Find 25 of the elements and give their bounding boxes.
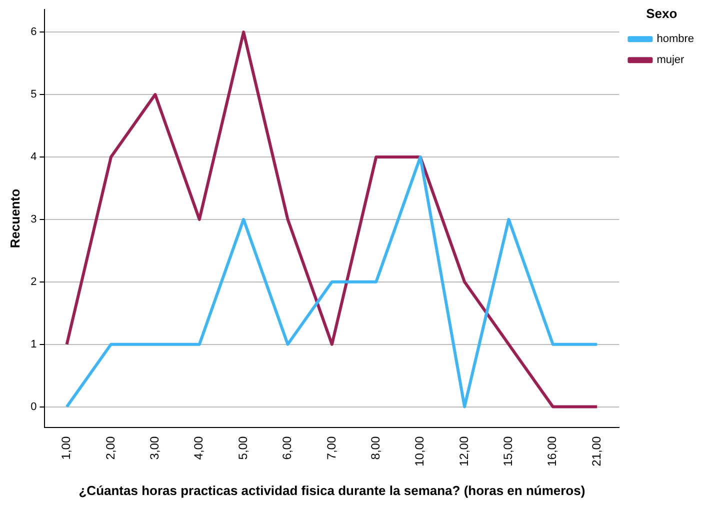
y-tick-label: 0: [30, 400, 37, 413]
legend-label: hombre: [656, 33, 694, 46]
y-tick-label: 4: [30, 151, 37, 164]
y-tick-label: 3: [30, 213, 37, 226]
x-tick-label: 4,00: [192, 436, 206, 460]
y-tick-label: 6: [30, 26, 37, 38]
x-tick-label: 10,00: [412, 436, 427, 466]
x-tick-label: 1,00: [59, 436, 74, 460]
x-tick-label: 6,00: [280, 436, 294, 460]
x-tick-label: 7,00: [324, 436, 338, 460]
x-tick-label: 2,00: [103, 436, 118, 460]
x-tick-label: 15,00: [501, 436, 516, 466]
legend-title: Sexo: [646, 6, 678, 22]
y-axis-title: Recuento: [7, 188, 22, 248]
x-axis-title: ¿Cúantas horas practicas actividad fisica durante la semana? (horas en números): [78, 482, 586, 498]
x-tick-label: 12,00: [456, 436, 471, 466]
y-tick-label: 5: [30, 88, 37, 101]
x-tick-label: 5,00: [236, 436, 250, 460]
x-tick-label: 3,00: [148, 436, 162, 460]
legend-label: mujer: [656, 54, 685, 66]
x-tick-label: 8,00: [368, 436, 382, 460]
y-tick-label: 1: [30, 338, 37, 350]
y-tick-label: 2: [30, 276, 37, 288]
x-tick-label: 21,00: [589, 436, 604, 466]
x-tick-label: 16,00: [545, 436, 560, 466]
